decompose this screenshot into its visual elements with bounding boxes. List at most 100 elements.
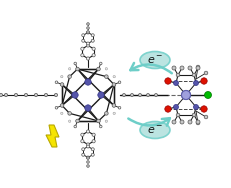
Circle shape (68, 68, 70, 70)
Circle shape (99, 62, 102, 65)
Circle shape (86, 42, 89, 45)
Circle shape (80, 54, 84, 57)
Circle shape (146, 93, 149, 96)
Circle shape (86, 27, 89, 29)
Circle shape (195, 66, 199, 70)
Circle shape (173, 80, 178, 86)
Ellipse shape (139, 121, 169, 139)
Circle shape (96, 119, 100, 123)
Polygon shape (46, 125, 59, 147)
Circle shape (80, 133, 84, 136)
Circle shape (86, 31, 89, 34)
Circle shape (86, 156, 89, 159)
Circle shape (96, 67, 100, 71)
Circle shape (55, 106, 58, 109)
Circle shape (74, 125, 76, 128)
Circle shape (164, 78, 170, 84)
Circle shape (55, 81, 58, 83)
Circle shape (99, 125, 102, 128)
Circle shape (75, 119, 79, 123)
Circle shape (60, 104, 64, 107)
Circle shape (67, 75, 71, 78)
Circle shape (200, 78, 206, 84)
Circle shape (85, 79, 91, 85)
Circle shape (71, 92, 78, 98)
Circle shape (179, 120, 183, 124)
Circle shape (105, 120, 107, 122)
Circle shape (86, 165, 89, 167)
Circle shape (171, 66, 175, 70)
Circle shape (195, 121, 199, 125)
Circle shape (92, 47, 95, 50)
Circle shape (118, 81, 120, 83)
Circle shape (75, 67, 79, 71)
Circle shape (54, 93, 57, 97)
Circle shape (118, 106, 120, 109)
Circle shape (86, 130, 89, 133)
Circle shape (112, 83, 115, 86)
Circle shape (130, 93, 133, 96)
Circle shape (85, 105, 91, 111)
Circle shape (86, 143, 89, 146)
Circle shape (60, 83, 64, 86)
Circle shape (91, 148, 94, 151)
Circle shape (67, 112, 71, 115)
Circle shape (187, 120, 191, 124)
Circle shape (154, 93, 157, 96)
Circle shape (171, 120, 175, 124)
Circle shape (104, 112, 108, 115)
Circle shape (92, 133, 95, 136)
Circle shape (112, 112, 115, 114)
Circle shape (91, 34, 94, 37)
Circle shape (60, 112, 63, 114)
Circle shape (86, 31, 89, 33)
Circle shape (74, 62, 76, 65)
Text: $e^-$: $e^-$ (146, 54, 163, 66)
Text: $e^-$: $e^-$ (146, 124, 163, 136)
Circle shape (105, 68, 107, 70)
Ellipse shape (139, 52, 169, 68)
Circle shape (181, 90, 190, 99)
Circle shape (164, 106, 170, 112)
Circle shape (81, 153, 84, 156)
Circle shape (92, 140, 95, 143)
Circle shape (86, 161, 89, 163)
Circle shape (81, 148, 84, 151)
Circle shape (91, 39, 94, 42)
Circle shape (60, 75, 63, 78)
Circle shape (203, 115, 207, 119)
Circle shape (44, 93, 47, 97)
Circle shape (81, 39, 84, 42)
Circle shape (138, 93, 141, 96)
Circle shape (86, 157, 89, 159)
FancyArrowPatch shape (128, 118, 169, 126)
Circle shape (86, 145, 89, 148)
Circle shape (187, 66, 191, 70)
Circle shape (81, 34, 84, 37)
Circle shape (179, 66, 183, 70)
Circle shape (34, 93, 37, 97)
Circle shape (104, 75, 108, 78)
Circle shape (86, 44, 89, 47)
Circle shape (195, 65, 199, 69)
Circle shape (193, 80, 198, 86)
FancyArrowPatch shape (130, 63, 171, 73)
Circle shape (80, 47, 84, 50)
Circle shape (86, 57, 89, 60)
Circle shape (173, 105, 178, 109)
Circle shape (181, 90, 190, 99)
Circle shape (195, 120, 199, 124)
Circle shape (175, 73, 179, 77)
Circle shape (0, 93, 3, 97)
Circle shape (97, 92, 104, 98)
Circle shape (191, 73, 195, 77)
Circle shape (24, 93, 27, 97)
Circle shape (191, 113, 195, 117)
Circle shape (80, 140, 84, 143)
Circle shape (112, 75, 115, 78)
Circle shape (122, 93, 125, 96)
Circle shape (200, 106, 206, 112)
Circle shape (193, 105, 198, 109)
Circle shape (4, 93, 8, 97)
Circle shape (92, 54, 95, 57)
